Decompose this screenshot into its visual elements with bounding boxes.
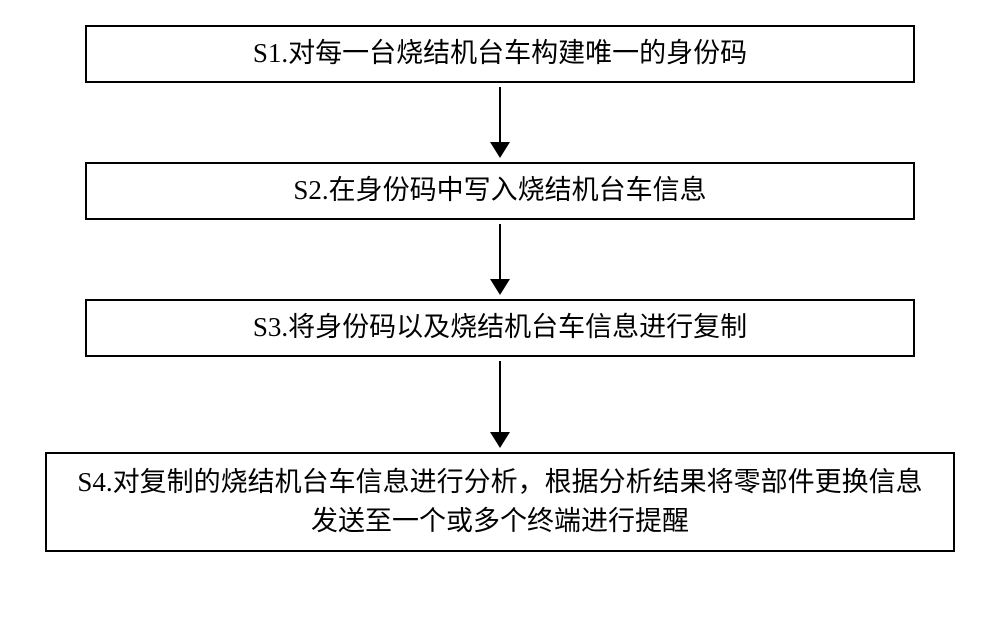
flow-node-s4-label: S4.对复制的烧结机台车信息进行分析，根据分析结果将零部件更换信息发送至一个或多… <box>67 463 933 541</box>
flow-node-s3: S3.将身份码以及烧结机台车信息进行复制 <box>85 299 915 357</box>
flow-arrow-3 <box>490 361 510 448</box>
flow-node-s2-label: S2.在身份码中写入烧结机台车信息 <box>293 171 706 210</box>
arrow-shaft <box>499 87 501 143</box>
flow-node-s1: S1.对每一台烧结机台车构建唯一的身份码 <box>85 25 915 83</box>
flow-arrow-2 <box>490 224 510 295</box>
arrow-shaft <box>499 224 501 280</box>
flow-node-s2: S2.在身份码中写入烧结机台车信息 <box>85 162 915 220</box>
arrow-head-icon <box>490 279 510 295</box>
flow-node-s1-label: S1.对每一台烧结机台车构建唯一的身份码 <box>253 34 747 73</box>
flow-node-s4: S4.对复制的烧结机台车信息进行分析，根据分析结果将零部件更换信息发送至一个或多… <box>45 452 955 552</box>
arrow-shaft <box>499 361 501 433</box>
flow-node-s3-label: S3.将身份码以及烧结机台车信息进行复制 <box>253 308 747 347</box>
arrow-head-icon <box>490 142 510 158</box>
arrow-head-icon <box>490 432 510 448</box>
flow-arrow-1 <box>490 87 510 158</box>
